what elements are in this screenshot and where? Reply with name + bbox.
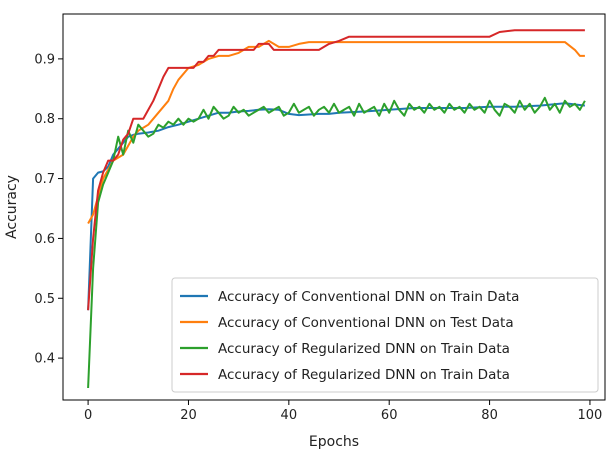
y-axis-label: Accuracy (4, 175, 20, 239)
x-tick-label-0: 0 (84, 408, 92, 423)
legend-entry-0: Accuracy of Conventional DNN on Train Da… (218, 289, 519, 305)
y-tick-label-0: 0.4 (34, 352, 55, 367)
ticks-layer: 0 20 40 60 80 100 0.4 0.5 0.6 0.7 0.8 0.9 (34, 52, 602, 423)
x-tick-label-1: 20 (180, 408, 197, 423)
y-tick-label-5: 0.9 (34, 52, 55, 67)
y-tick-label-2: 0.6 (34, 232, 55, 247)
legend-entry-2: Accuracy of Regularized DNN on Train Dat… (218, 341, 510, 357)
x-tick-label-3: 60 (381, 408, 398, 423)
series-line-3 (87, 29, 585, 311)
series-line-2 (87, 96, 586, 389)
x-tick-label-4: 80 (481, 408, 498, 423)
legend-box (171, 277, 599, 393)
series-line-1 (87, 39, 585, 224)
x-axis-label: Epochs (309, 434, 359, 450)
y-tick-label-1: 0.5 (34, 292, 55, 307)
legend-entry-1: Accuracy of Conventional DNN on Test Dat… (218, 315, 514, 331)
x-tick-label-5: 100 (578, 408, 603, 423)
legend-entry-3: Accuracy of Regularized DNN on Train Dat… (218, 367, 510, 383)
plot-frame (62, 13, 606, 401)
y-tick-label-4: 0.8 (34, 112, 55, 127)
series-layer (87, 29, 586, 389)
y-tick-label-3: 0.7 (34, 172, 55, 187)
legend: Accuracy of Conventional DNN on Train Da… (171, 277, 599, 393)
x-tick-label-2: 40 (281, 408, 298, 423)
